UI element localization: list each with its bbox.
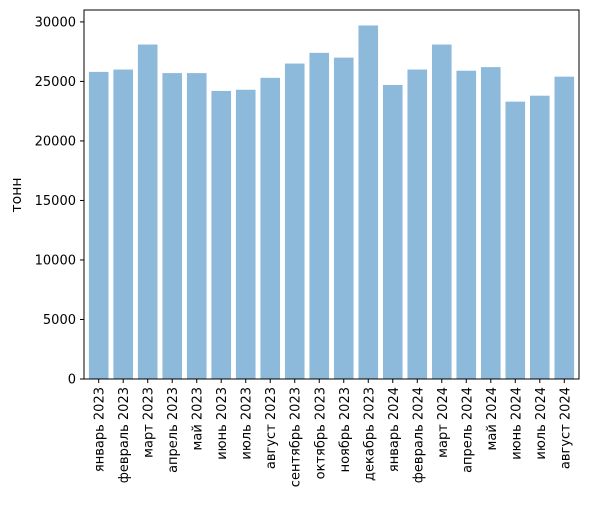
bar-10 — [333, 57, 354, 380]
x-tick-label-18: июль 2024 — [534, 387, 549, 460]
x-tick-label-11: декабрь 2023 — [362, 387, 377, 481]
y-tick-label-0: 0 — [68, 373, 76, 388]
x-axis-ticks: январь 2023 февраль 2023 март 2023 апрель 2… — [93, 379, 573, 487]
x-tick-label-7: август 2023 — [264, 387, 279, 469]
x-tick-label-13: февраль 2024 — [411, 387, 426, 483]
x-tick-label-8: сентябрь 2023 — [289, 387, 304, 487]
y-tick-label-1: 5000 — [43, 313, 76, 328]
bar-16 — [480, 67, 501, 379]
x-tick-label-10: ноябрь 2023 — [338, 387, 353, 472]
x-tick-label-12: январь 2024 — [387, 387, 402, 472]
y-axis-label: тонн — [9, 177, 25, 212]
y-tick-label-2: 10000 — [35, 253, 76, 268]
bar-19 — [554, 76, 575, 379]
bar-1 — [113, 69, 134, 380]
bar-6 — [235, 89, 256, 379]
x-tick-label-16: май 2024 — [485, 387, 500, 450]
x-tick-label-6: июль 2023 — [240, 387, 255, 460]
bar-14 — [431, 44, 452, 380]
x-tick-label-17: июнь 2024 — [509, 387, 524, 460]
bar-7 — [260, 77, 281, 379]
bar-15 — [456, 70, 477, 380]
plot-frame — [83, 9, 580, 380]
x-tick-label-5: июнь 2023 — [215, 387, 230, 460]
y-tick-label-4: 20000 — [35, 134, 76, 149]
bar-4 — [186, 73, 207, 379]
bar-2 — [137, 44, 158, 380]
bar-0 — [88, 71, 109, 380]
bar-5 — [211, 90, 232, 379]
bar-8 — [284, 63, 305, 380]
x-tick-label-2: март 2023 — [142, 387, 157, 458]
x-tick-label-3: апрель 2023 — [166, 387, 181, 473]
x-tick-label-14: март 2024 — [436, 387, 451, 458]
y-tick-label-3: 15000 — [35, 194, 76, 209]
bar-13 — [407, 69, 428, 380]
x-tick-label-19: август 2024 — [558, 387, 573, 469]
bars-layer — [88, 25, 575, 380]
y-tick-label-6: 30000 — [35, 15, 76, 30]
x-tick-label-1: февраль 2023 — [117, 387, 132, 483]
y-tick-label-5: 25000 — [35, 75, 76, 90]
x-tick-label-9: октябрь 2023 — [313, 387, 328, 479]
bar-9 — [309, 52, 330, 379]
bar-18 — [529, 95, 550, 379]
x-tick-label-4: май 2023 — [191, 387, 206, 450]
y-axis-ticks: 0 5000 10000 15000 20000 25000 30000 — [35, 15, 84, 388]
x-tick-label-15: апрель 2024 — [460, 387, 475, 473]
bar-11 — [358, 25, 379, 379]
bar-3 — [162, 73, 183, 379]
x-tick-label-0: январь 2023 — [93, 387, 108, 472]
bar-17 — [505, 101, 526, 380]
bar-12 — [382, 84, 403, 380]
